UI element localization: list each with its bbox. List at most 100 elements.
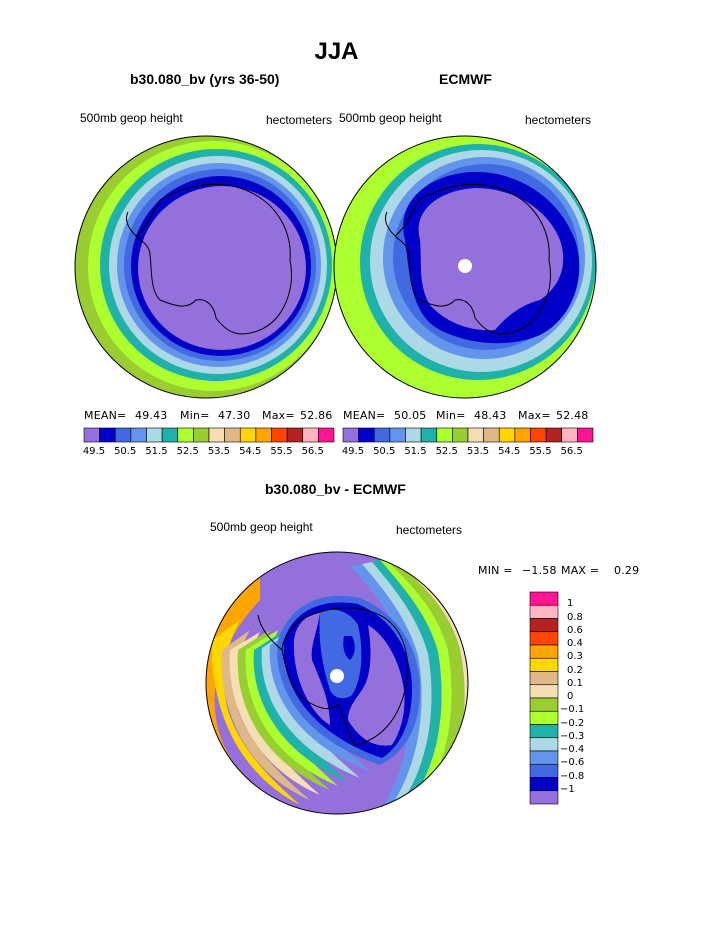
colorbar-tick-label: 0.6 xyxy=(567,624,583,636)
panel2-mean-label: MEAN= xyxy=(343,409,386,422)
colorbar-swatch xyxy=(529,763,559,778)
panel1-mean-label: MEAN= xyxy=(84,409,127,422)
colorbar-tick-label: 56.5 xyxy=(560,446,583,457)
panel1-mean-value: 49.43 xyxy=(135,409,168,422)
panel1-max-label: Max= xyxy=(262,409,295,422)
p3-inner-royal-2 xyxy=(319,609,362,699)
p2-peninsula xyxy=(384,211,396,237)
p3-right-band-4 xyxy=(372,560,442,805)
panel2-mean-value: 50.05 xyxy=(394,409,427,422)
p3-inner-purple-2 xyxy=(348,625,405,746)
panel3-max-value: 0.29 xyxy=(614,564,640,577)
p3-band-orange xyxy=(206,552,320,814)
colorbar-swatch xyxy=(529,737,559,752)
p3-right-band-2 xyxy=(385,560,465,800)
colorbar-tick-label: −0.3 xyxy=(560,730,585,742)
panel1-max-value: 52.86 xyxy=(300,409,333,422)
panel2-left-label: 500mb geop height xyxy=(339,111,442,125)
p2-coastline xyxy=(394,183,551,335)
p3-right-band-3 xyxy=(380,560,452,802)
panel2-max-value: 52.48 xyxy=(556,409,589,422)
p3-band-tan xyxy=(221,630,310,800)
colorbar-swatch xyxy=(529,671,559,686)
colorbar-tick-label: −0.6 xyxy=(560,757,585,769)
p3-band-wheat xyxy=(229,632,320,795)
colorbar-swatch xyxy=(529,684,559,699)
colorbar-tick-label: 54.5 xyxy=(239,446,262,457)
colorbar-tick-label: 51.5 xyxy=(145,446,168,457)
colorbar-tick-label: 55.5 xyxy=(529,446,552,457)
colorbar-swatch xyxy=(529,777,559,792)
colorbar-tick-label: 0.1 xyxy=(567,677,583,689)
panel2-min-label: Min= xyxy=(436,409,466,422)
panel3-title: b30.080_bv - ECMWF xyxy=(265,481,406,497)
colorbar-tick-label: 0 xyxy=(567,691,574,702)
p3-inner-purple-1 xyxy=(293,612,330,725)
p1-band-8 xyxy=(138,186,306,350)
panel2-max-label: Max= xyxy=(518,409,551,422)
colorbar-tick-label: 56.5 xyxy=(301,446,324,457)
panel3-max-label: MAX = xyxy=(561,564,600,577)
colorbar-swatch xyxy=(577,427,594,443)
colorbar-tick-label: 53.5 xyxy=(207,446,231,457)
panel2-colorbar xyxy=(342,427,594,443)
colorbar-swatch xyxy=(529,710,559,725)
panel1-colorbar xyxy=(83,427,335,443)
colorbar-tick-label: 49.5 xyxy=(341,446,365,457)
p3-frame xyxy=(205,551,469,815)
colorbar-tick-label: 49.5 xyxy=(82,446,106,457)
panel1-min-label: Min= xyxy=(180,409,210,422)
colorbar-swatch xyxy=(529,604,559,619)
colorbar-tick-label: −1 xyxy=(560,783,575,795)
colorbar-tick-label: 0.2 xyxy=(567,664,583,676)
panel3-right-label: hectometers xyxy=(396,523,463,537)
colorbar-tick-label: 51.5 xyxy=(404,446,427,457)
panel1-right-label: hectometers xyxy=(266,113,333,127)
p3-pole-marker xyxy=(330,669,344,683)
colorbar-swatch xyxy=(529,724,559,739)
p3-coastline xyxy=(281,607,409,746)
panel1-title: b30.080_bv (yrs 36-50) xyxy=(130,71,280,87)
colorbar-swatch xyxy=(529,591,559,606)
colorbar-swatch xyxy=(529,644,559,659)
colorbar-tick-label: 0.4 xyxy=(567,638,583,649)
panel3-left-label: 500mb geop height xyxy=(210,520,313,534)
p3-band-lime xyxy=(245,630,338,786)
colorbar-tick-label: 1 xyxy=(567,598,574,610)
colorbar-tick-label: −0.1 xyxy=(560,704,585,716)
panel2-title: ECMWF xyxy=(439,71,492,87)
p3-right-band-5 xyxy=(362,562,432,808)
p1-peninsula xyxy=(125,211,137,237)
colorbar-tick-label: −0.2 xyxy=(560,717,585,729)
panel1-left-label: 500mb geop height xyxy=(80,111,183,125)
colorbar-tick-label: 52.5 xyxy=(435,446,458,457)
p3-band-gold xyxy=(211,620,300,805)
panel2-min-value: 48.43 xyxy=(474,409,507,422)
panel2-right-label: hectometers xyxy=(525,113,592,127)
colorbar-tick-label: 50.5 xyxy=(373,446,396,457)
colorbar-tick-label: 52.5 xyxy=(176,446,199,457)
colorbar-tick-label: 50.5 xyxy=(114,446,137,457)
colorbar-swatch xyxy=(318,427,335,443)
colorbar-tick-label: −0.8 xyxy=(560,770,585,782)
panel3-min-label: MIN = xyxy=(478,564,513,577)
colorbar-tick-label: 55.5 xyxy=(270,446,293,457)
colorbar-tick-label: 0.3 xyxy=(567,651,583,663)
colorbar-swatch xyxy=(529,657,559,672)
panel3-min-value: −1.58 xyxy=(522,564,557,577)
panel1-min-value: 47.30 xyxy=(218,409,251,422)
p2-frame xyxy=(333,135,597,399)
colorbar-tick-label: 54.5 xyxy=(498,446,521,457)
p3-peninsula xyxy=(257,614,283,651)
colorbar-tick-label: 53.5 xyxy=(466,446,490,457)
colorbar-swatch xyxy=(529,790,559,805)
p3-inner-navy-2 xyxy=(343,636,355,660)
colorbar-swatch xyxy=(529,618,559,633)
panel3-colorbar xyxy=(529,591,559,805)
colorbar-tick-label: −0.4 xyxy=(560,744,585,755)
colorbar-tick-label: 0.8 xyxy=(567,611,583,623)
colorbar-swatch xyxy=(529,750,559,765)
